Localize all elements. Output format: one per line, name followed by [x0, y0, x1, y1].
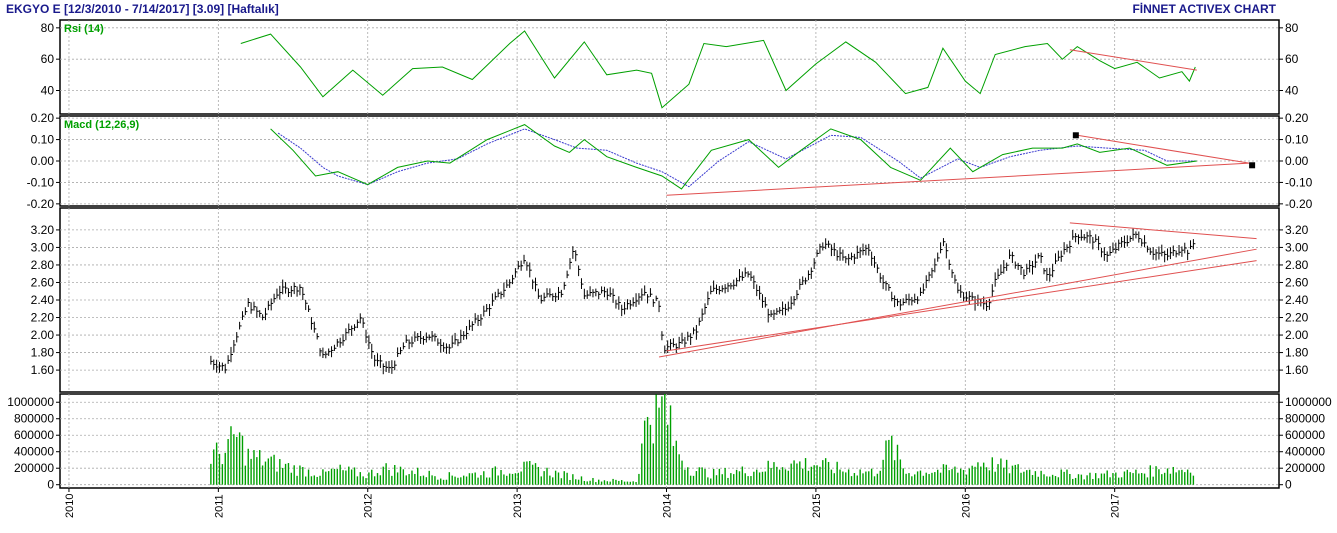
volume-ytick-label-left: 1000000 [7, 395, 54, 409]
macd-trendline [1077, 134, 1250, 164]
macd-marker [1249, 162, 1256, 169]
price-ytick-label-right: 2.60 [1285, 275, 1309, 289]
volume-ytick-label-left: 400000 [14, 445, 54, 459]
rsi-ytick-label-right: 60 [1285, 52, 1299, 66]
price-ytick-label-right: 2.20 [1285, 311, 1309, 325]
macd-ytick-label-left: 0.20 [31, 111, 55, 125]
rsi-ytick-label-left: 80 [41, 21, 55, 35]
macd-ytick-label-right: -0.20 [1285, 197, 1313, 211]
volume-ytick-label-right: 200000 [1285, 461, 1325, 475]
macd-marker [1072, 132, 1079, 139]
rsi-ytick-label-left: 40 [41, 84, 55, 98]
rsi-ytick-label-left: 60 [41, 52, 55, 66]
macd-plot-area [270, 124, 1250, 196]
volume-plot-area [210, 394, 1195, 485]
price-ytick-label-left: 3.20 [31, 223, 55, 237]
volume-ytick-label-left: 600000 [14, 428, 54, 442]
vendor-label: FİNNET ACTIVEX CHART [1132, 1, 1276, 16]
price-ytick-label-right: 1.80 [1285, 346, 1309, 360]
rsi-line [240, 30, 1196, 109]
x-tick-label: 2015 [811, 494, 823, 518]
x-tick-label: 2010 [64, 494, 76, 518]
chart-title: EKGYO E [12/3/2010 - 7/14/2017] [3.09] [… [6, 2, 279, 16]
x-tick-label: 2011 [213, 494, 225, 518]
macd-ytick-label-right: -0.10 [1285, 175, 1313, 189]
volume-panel: 0 0 200000 200000 400000 400000 600000 600000 80… [7, 393, 1332, 492]
rsi-panel: 40 40 60 60 80 80 Rsi (14) [41, 19, 1299, 115]
price-plot-area [210, 222, 1257, 375]
rsi-ytick-label-right: 40 [1285, 84, 1299, 98]
macd-ytick-label-right: 0.10 [1285, 133, 1309, 147]
price-ytick-label-right: 2.80 [1285, 258, 1309, 272]
macd-ytick-label-left: -0.10 [27, 175, 55, 189]
x-tick-label: 2017 [1110, 494, 1122, 518]
chart-panels: 40 40 60 60 80 80 Rsi (14) -0.20 -0.20 -0.10 -0.10… [7, 19, 1332, 492]
price-ytick-label-right: 2.00 [1285, 328, 1309, 342]
volume-ytick-label-left: 800000 [14, 412, 54, 426]
volume-ytick-label-left: 200000 [14, 461, 54, 475]
macd-ytick-label-left: 0.00 [31, 154, 55, 168]
price-trendline [666, 260, 1257, 352]
macd-ytick-label-left: -0.20 [27, 197, 55, 211]
macd-title: Macd (12,26,9) [64, 119, 140, 131]
rsi-title: Rsi (14) [64, 23, 104, 35]
price-ytick-label-left: 2.40 [31, 293, 55, 307]
volume-ytick-label-left: 0 [47, 478, 54, 492]
volume-ytick-label-right: 400000 [1285, 445, 1325, 459]
macd-panel: -0.20 -0.20 -0.10 -0.10 0.00 0.00 0.10 0.10 0.20… [27, 111, 1313, 211]
rsi-plot-area [240, 30, 1197, 109]
x-tick-label: 2013 [512, 494, 524, 518]
x-tick-label: 2014 [662, 494, 674, 518]
x-tick-label: 2012 [363, 494, 375, 518]
macd-ytick-label-right: 0.20 [1285, 111, 1309, 125]
price-ytick-label-right: 3.20 [1285, 223, 1309, 237]
price-ytick-label-left: 2.20 [31, 311, 55, 325]
macd-line [270, 124, 1197, 190]
macd-signal-line [277, 128, 1197, 188]
price-ytick-label-left: 2.80 [31, 258, 55, 272]
rsi-trendline [1069, 49, 1197, 71]
macd-trendline [666, 162, 1250, 196]
volume-panel-border [59, 393, 1280, 489]
price-ytick-label-left: 2.00 [31, 328, 55, 342]
macd-ytick-label-left: 0.10 [31, 133, 55, 147]
macd-ytick-label-right: 0.00 [1285, 154, 1309, 168]
volume-ytick-label-right: 800000 [1285, 412, 1325, 426]
price-ytick-label-left: 1.60 [31, 363, 55, 377]
price-panel: 1.60 1.60 1.80 1.80 2.00 2.00 2.20 2.20 2.40 2.40… [31, 207, 1309, 393]
rsi-ytick-label-right: 80 [1285, 21, 1299, 35]
price-ytick-label-right: 1.60 [1285, 363, 1309, 377]
price-ytick-label-left: 3.00 [31, 240, 55, 254]
price-ytick-label-right: 3.00 [1285, 240, 1309, 254]
volume-ytick-label-right: 600000 [1285, 428, 1325, 442]
price-ytick-label-left: 1.80 [31, 346, 55, 360]
x-axis: 2010 2011 2012 2013 2014 2015 2016 2017 [64, 488, 1122, 518]
price-trendline [658, 248, 1257, 358]
volume-ytick-label-right: 1000000 [1285, 395, 1332, 409]
volume-ytick-label-right: 0 [1285, 478, 1292, 492]
price-ytick-label-left: 2.60 [31, 275, 55, 289]
price-trendline [1069, 222, 1257, 240]
price-ytick-label-right: 2.40 [1285, 293, 1309, 307]
x-tick-label: 2016 [960, 494, 972, 518]
rsi-panel-border [59, 19, 1280, 115]
